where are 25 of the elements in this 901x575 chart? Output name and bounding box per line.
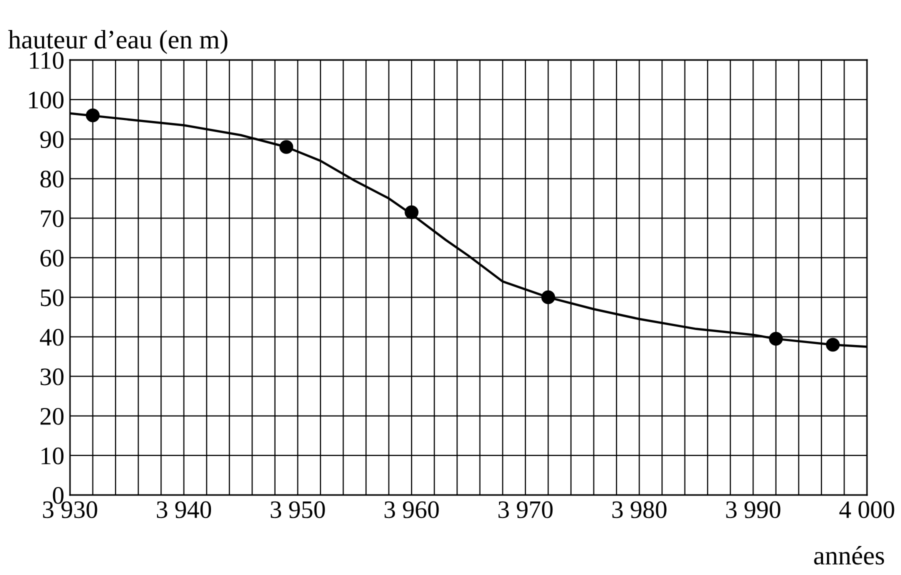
y-tick-label: 20	[40, 408, 64, 425]
x-tick-label: 3 970	[498, 501, 553, 518]
y-tick-label: 90	[40, 131, 64, 148]
x-tick-label: 3 940	[156, 501, 212, 518]
x-tick-label: 3 950	[270, 501, 325, 518]
y-tick-label: 80	[40, 170, 64, 188]
point	[826, 338, 840, 352]
x-tick-label: 3 960	[384, 501, 439, 518]
x-tick-label: 4 000	[839, 501, 894, 518]
point	[404, 205, 418, 220]
x-axis-title: années	[814, 546, 884, 565]
y-tick-label: 60	[40, 250, 64, 267]
y-tick-label: 100	[29, 92, 64, 108]
y-tick-label: 70	[41, 210, 64, 228]
point	[86, 108, 100, 122]
y-tick-label: 110	[30, 52, 64, 69]
y-tick-label: 10	[42, 448, 64, 464]
point	[279, 140, 294, 154]
point	[769, 332, 783, 346]
x-tick-label: 3 990	[726, 501, 780, 518]
x-tick-label: 3 980	[612, 501, 666, 518]
point	[541, 290, 556, 304]
y-tick-label: 50	[40, 289, 64, 306]
y-tick-label: 40	[40, 328, 64, 346]
y-tick-label: 30	[40, 368, 64, 386]
